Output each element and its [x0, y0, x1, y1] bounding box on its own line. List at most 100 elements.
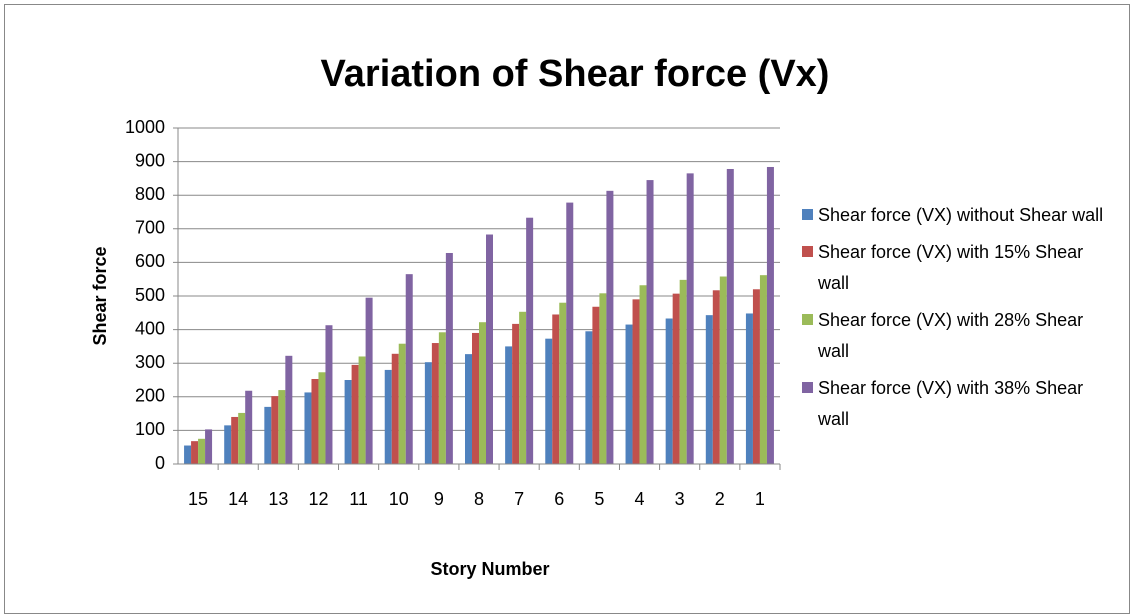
- bar: [472, 332, 479, 464]
- x-tick-label: 8: [474, 489, 484, 509]
- bar: [438, 332, 446, 464]
- bar: [405, 274, 413, 464]
- y-axis-label: Shear force: [90, 246, 110, 345]
- bar: [198, 438, 206, 464]
- bar: [365, 297, 373, 464]
- bar: [606, 190, 614, 464]
- bar: [519, 311, 527, 464]
- y-tick-label: 200: [135, 386, 165, 406]
- legend-swatch: [802, 314, 813, 325]
- legend-label: Shear force (VX) with 28% Shear wall: [818, 310, 1084, 361]
- bar: [646, 180, 654, 464]
- bar: [465, 354, 472, 464]
- bar: [431, 343, 439, 464]
- bar: [238, 412, 246, 464]
- chart-title: Variation of Shear force (Vx): [321, 53, 830, 95]
- bar: [686, 173, 694, 465]
- bar: [351, 364, 359, 464]
- y-tick-label: 500: [135, 285, 165, 305]
- legend-swatch: [802, 382, 813, 393]
- bar: [264, 406, 272, 464]
- bar: [719, 276, 727, 464]
- y-tick-label: 900: [135, 150, 165, 170]
- bar: [712, 290, 720, 464]
- bar: [632, 299, 640, 464]
- bar: [224, 425, 232, 464]
- x-tick-label: 6: [554, 489, 564, 509]
- bar: [672, 293, 680, 464]
- bar: [231, 416, 239, 464]
- y-tick-label: 400: [135, 318, 165, 338]
- bar: [566, 202, 574, 465]
- bar: [424, 362, 432, 464]
- bar: [526, 217, 534, 464]
- bar: [705, 315, 713, 464]
- bar: [665, 318, 673, 464]
- bar: [358, 356, 366, 464]
- x-tick-label: 1: [755, 489, 765, 509]
- bar: [191, 441, 199, 464]
- bar: [559, 302, 567, 464]
- bar: [205, 429, 213, 464]
- legend-label: Shear force (VX) without Shear wall: [818, 205, 1104, 225]
- bar: [545, 338, 553, 464]
- bar: [285, 355, 293, 464]
- bar: [304, 392, 312, 464]
- legend-label: Shear force (VX) with 15% Shear wall: [818, 242, 1084, 293]
- bar: [639, 285, 647, 464]
- bar: [278, 390, 286, 464]
- y-tick-label: 600: [135, 251, 165, 271]
- bar: [505, 346, 513, 464]
- y-tick-label: 100: [135, 419, 165, 439]
- y-tick-label: 800: [135, 184, 165, 204]
- x-tick-label: 12: [308, 489, 328, 509]
- bar: [552, 314, 560, 464]
- bar: [726, 168, 734, 464]
- x-tick-label: 2: [715, 489, 725, 509]
- bar: [625, 324, 633, 464]
- bar: [759, 275, 767, 464]
- bar: [318, 372, 326, 464]
- bar: [271, 396, 279, 464]
- legend-swatch: [802, 209, 813, 220]
- bar: [766, 166, 774, 464]
- legend-item: Shear force (VX) with 15% Shear wall: [800, 237, 1110, 299]
- bar: [592, 306, 600, 464]
- bar: [679, 279, 687, 464]
- bar: [745, 313, 753, 464]
- legend-label: Shear force (VX) with 38% Shear wall: [818, 378, 1084, 429]
- legend: Shear force (VX) without Shear wall Shear…: [800, 200, 1110, 441]
- x-tick-label: 3: [675, 489, 685, 509]
- x-tick-label: 5: [594, 489, 604, 509]
- x-tick-label: 7: [514, 489, 524, 509]
- bar: [599, 293, 607, 464]
- bar: [445, 252, 453, 464]
- bar: [512, 323, 520, 464]
- bar: [391, 353, 399, 464]
- y-tick-label: 1000: [125, 117, 165, 137]
- legend-item: Shear force (VX) with 28% Shear wall: [800, 305, 1110, 367]
- legend-item: Shear force (VX) with 38% Shear wall: [800, 373, 1110, 435]
- x-tick-label: 10: [389, 489, 409, 509]
- bar: [311, 378, 319, 464]
- y-tick-label: 0: [155, 453, 165, 473]
- x-tick-label: 9: [434, 489, 444, 509]
- legend-swatch: [802, 246, 813, 257]
- bar: [398, 343, 406, 464]
- y-tick-label: 300: [135, 352, 165, 372]
- bar: [384, 369, 392, 464]
- bar: [585, 331, 593, 464]
- y-tick-label: 700: [135, 218, 165, 238]
- x-tick-label: 14: [228, 489, 248, 509]
- bar: [325, 325, 333, 464]
- bar: [344, 380, 352, 464]
- bar: [486, 234, 493, 464]
- bar: [245, 390, 253, 464]
- x-tick-label: 13: [268, 489, 288, 509]
- x-tick-label: 15: [188, 489, 208, 509]
- bar: [752, 289, 760, 464]
- bar: [479, 322, 486, 464]
- bar: [184, 445, 192, 464]
